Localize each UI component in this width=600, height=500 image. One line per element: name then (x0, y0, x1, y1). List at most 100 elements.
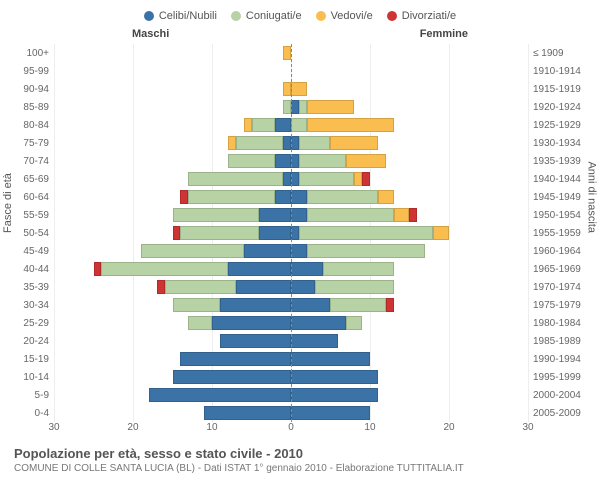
bar-segment (188, 316, 212, 330)
bar-segment (291, 244, 307, 258)
bar-segment (299, 226, 433, 240)
bar-male (54, 278, 291, 296)
bar-female (291, 224, 528, 242)
bar-segment (228, 262, 291, 276)
y-axis-label-left: Fasce di età (2, 173, 14, 233)
chart-subtitle: COMUNE DI COLLE SANTA LUCIA (BL) - Dati … (14, 463, 586, 474)
y-tick-left: 30-34 (12, 296, 49, 314)
y-tick-right: 2005-2009 (533, 404, 588, 422)
bar-segment (291, 388, 378, 402)
x-axis: 3020100102030 (54, 422, 528, 440)
y-tick-left: 40-44 (12, 260, 49, 278)
bar-female (291, 404, 528, 422)
bar-segment (394, 208, 410, 222)
bar-segment (291, 118, 307, 132)
legend-swatch (316, 11, 326, 21)
header-female: Femmine (420, 28, 468, 40)
bar-segment (291, 154, 299, 168)
y-tick-right: 1945-1949 (533, 188, 588, 206)
bar-segment (291, 334, 338, 348)
bar-segment (307, 118, 394, 132)
y-tick-right: 1960-1964 (533, 242, 588, 260)
bar-segment (291, 190, 307, 204)
bar-segment (291, 136, 299, 150)
bar-male (54, 260, 291, 278)
bar-segment (94, 262, 102, 276)
bar-segment (378, 190, 394, 204)
legend-item: Divorziati/e (387, 10, 456, 22)
legend-item: Celibi/Nubili (144, 10, 217, 22)
bar-segment (236, 136, 283, 150)
bar-segment (362, 172, 370, 186)
bar-segment (354, 172, 362, 186)
bar-segment (259, 208, 291, 222)
bar-segment (180, 352, 291, 366)
x-tick: 10 (364, 422, 375, 433)
bar-segment (259, 226, 291, 240)
legend-swatch (231, 11, 241, 21)
bar-segment (252, 118, 276, 132)
y-tick-left: 25-29 (12, 314, 49, 332)
bar-segment (180, 190, 188, 204)
bar-segment (346, 316, 362, 330)
bar-female (291, 44, 528, 62)
bar-female (291, 188, 528, 206)
bar-male (54, 170, 291, 188)
bar-segment (188, 172, 283, 186)
bar-segment (212, 316, 291, 330)
bar-male (54, 386, 291, 404)
y-tick-left: 0-4 (12, 404, 49, 422)
bar-segment (275, 154, 291, 168)
bar-female (291, 134, 528, 152)
bar-female (291, 386, 528, 404)
bar-segment (291, 370, 378, 384)
bar-female (291, 368, 528, 386)
bar-segment (291, 352, 370, 366)
bar-segment (283, 100, 291, 114)
bar-segment (228, 154, 275, 168)
x-tick: 10 (206, 422, 217, 433)
bar-segment (299, 154, 346, 168)
y-tick-left: 55-59 (12, 206, 49, 224)
bar-female (291, 152, 528, 170)
bar-segment (244, 118, 252, 132)
bar-segment (173, 226, 181, 240)
legend-swatch (387, 11, 397, 21)
bar-segment (291, 316, 346, 330)
y-tick-right: 1940-1944 (533, 170, 588, 188)
bar-segment (433, 226, 449, 240)
bar-female (291, 260, 528, 278)
bar-female (291, 206, 528, 224)
legend-item: Vedovi/e (316, 10, 373, 22)
bar-segment (173, 370, 292, 384)
bar-segment (315, 280, 394, 294)
bar-segment (204, 406, 291, 420)
bar-segment (141, 244, 244, 258)
bar-segment (291, 208, 307, 222)
bar-male (54, 314, 291, 332)
y-tick-right: 1920-1924 (533, 98, 588, 116)
bar-segment (275, 118, 291, 132)
bar-segment (275, 190, 291, 204)
y-tick-right: 1925-1929 (533, 116, 588, 134)
bar-segment (165, 280, 236, 294)
y-tick-right: 1980-1984 (533, 314, 588, 332)
bar-segment (283, 172, 291, 186)
bar-segment (307, 208, 394, 222)
header-male: Maschi (132, 28, 169, 40)
bar-male (54, 350, 291, 368)
bar-female (291, 296, 528, 314)
bar-male (54, 62, 291, 80)
y-tick-right: 1910-1914 (533, 62, 588, 80)
bar-segment (299, 100, 307, 114)
legend-item: Coniugati/e (231, 10, 302, 22)
bar-segment (220, 298, 291, 312)
bar-male (54, 98, 291, 116)
bar-segment (291, 280, 315, 294)
y-tick-left: 75-79 (12, 134, 49, 152)
bar-male (54, 44, 291, 62)
y-tick-right: 2000-2004 (533, 386, 588, 404)
bar-segment (291, 298, 330, 312)
bar-segment (291, 172, 299, 186)
bar-segment (173, 298, 220, 312)
